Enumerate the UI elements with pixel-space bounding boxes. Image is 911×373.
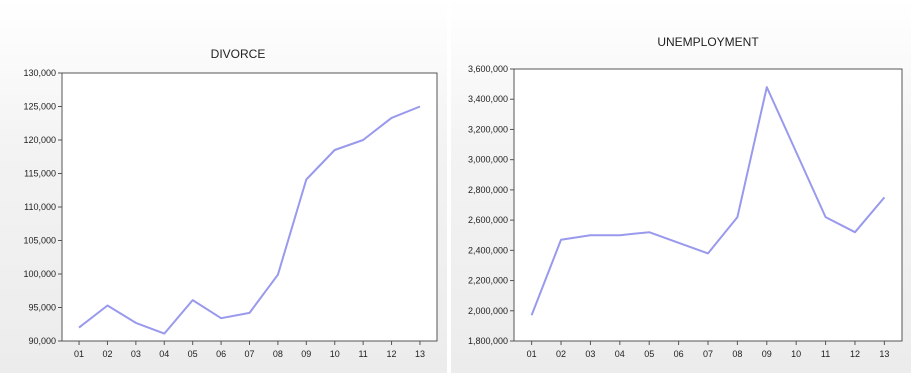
divorce-x-tick-label: 03 — [131, 349, 141, 359]
divorce-x-tick-label: 04 — [159, 349, 169, 359]
divorce-x-tick-label: 05 — [188, 349, 198, 359]
unemployment-y-tick-label: 3,400,000 — [468, 94, 508, 104]
unemployment-x-tick-label: 13 — [879, 349, 889, 359]
divorce-y-tick-label: 90,000 — [28, 336, 56, 346]
unemployment-x-tick-label: 04 — [615, 349, 625, 359]
divorce-x-tick-label: 08 — [273, 349, 283, 359]
divorce-series-line — [78, 105, 421, 335]
unemployment-y-tick-label: 3,600,000 — [468, 64, 508, 74]
unemployment-chart-title: UNEMPLOYMENT — [657, 35, 759, 49]
unemployment-x-tick-label: 07 — [703, 349, 713, 359]
unemployment-x-tick-label: 09 — [762, 349, 772, 359]
unemployment-x-tick-label: 08 — [732, 349, 742, 359]
unemployment-x-tick-label: 12 — [850, 349, 860, 359]
divorce-x-tick-label: 13 — [415, 349, 425, 359]
unemployment-x-tick-label: 11 — [821, 349, 830, 359]
divorce-y-tick-label: 95,000 — [28, 303, 56, 313]
unemployment-y-tick-label: 3,000,000 — [468, 155, 508, 165]
divorce-x-tick-label: 01 — [74, 349, 84, 359]
divorce-chart-panel: DIVORCE 90,000 95,000 100,000 105,000 110,000… — [0, 0, 447, 373]
divorce-y-tick-label: 125,000 — [23, 102, 56, 112]
unemployment-x-tick-label: 06 — [674, 349, 684, 359]
unemployment-plot-area — [513, 68, 903, 342]
unemployment-y-tick-label: 2,000,000 — [468, 306, 508, 316]
divorce-y-tick-label: 100,000 — [23, 269, 56, 279]
unemployment-x-tick-label: 05 — [644, 349, 654, 359]
divorce-y-tick-label: 115,000 — [24, 169, 56, 179]
divorce-x-tick-label: 11 — [358, 349, 367, 359]
unemployment-y-tick-label: 1,800,000 — [468, 336, 508, 346]
unemployment-y-tick-label: 3,200,000 — [468, 124, 508, 134]
unemployment-y-tick-label: 2,800,000 — [468, 185, 508, 195]
unemployment-x-tick-label: 01 — [527, 349, 537, 359]
divorce-chart-title: DIVORCE — [211, 47, 266, 61]
divorce-x-tick-label: 09 — [301, 349, 311, 359]
divorce-chart: DIVORCE 90,000 95,000 100,000 105,000 110,000… — [23, 47, 438, 359]
divorce-y-tick-label: 130,000 — [23, 68, 56, 78]
divorce-x-tick-label: 12 — [387, 349, 397, 359]
divorce-y-tick-label: 105,000 — [23, 236, 56, 246]
unemployment-x-tick-label: 03 — [585, 349, 595, 359]
unemployment-x-tick-label: 10 — [791, 349, 801, 359]
unemployment-series-line — [530, 86, 886, 316]
unemployment-y-tick-label: 2,600,000 — [468, 215, 508, 225]
divorce-y-tick-label: 120,000 — [23, 135, 56, 145]
unemployment-chart: UNEMPLOYMENT 1,800,000 2,000,000 2,200,000 2… — [468, 35, 903, 359]
unemployment-y-tick-label: 2,400,000 — [468, 245, 508, 255]
divorce-x-tick-label: 07 — [244, 349, 254, 359]
divorce-x-tick-label: 02 — [102, 349, 112, 359]
divorce-x-tick-label: 10 — [330, 349, 340, 359]
divorce-plot-area — [61, 72, 438, 342]
divorce-y-tick-label: 110,000 — [24, 202, 56, 212]
unemployment-chart-panel: UNEMPLOYMENT 1,800,000 2,000,000 2,200,000 2… — [451, 0, 911, 373]
unemployment-x-tick-label: 02 — [556, 349, 566, 359]
unemployment-y-tick-label: 2,200,000 — [468, 276, 508, 286]
divorce-x-tick-label: 06 — [216, 349, 226, 359]
